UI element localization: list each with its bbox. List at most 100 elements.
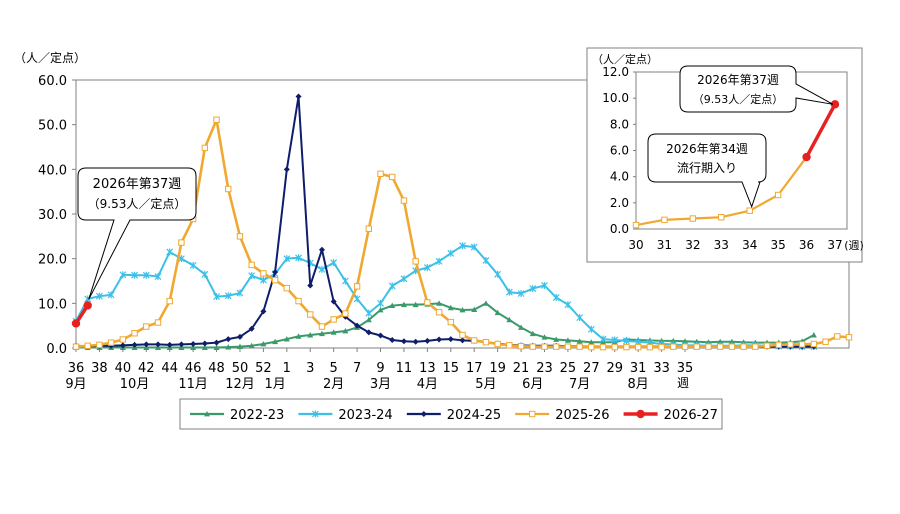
data-point xyxy=(107,291,115,299)
data-point xyxy=(71,319,81,328)
data-point xyxy=(424,299,431,306)
data-point xyxy=(178,341,185,348)
data-point xyxy=(330,259,338,267)
inset-callout-37-line1: 2026年第37週 xyxy=(697,73,779,87)
data-point xyxy=(541,334,548,340)
main-x-tick-label: 3 xyxy=(306,361,314,376)
data-point xyxy=(459,307,466,313)
data-point xyxy=(482,300,489,306)
data-point xyxy=(412,338,419,345)
main-month-label: 6月 xyxy=(522,377,543,392)
inset-x-axis-label: (週) xyxy=(844,239,864,252)
legend-label: 2025-26 xyxy=(555,408,609,423)
data-point xyxy=(529,330,536,337)
data-point xyxy=(482,338,490,346)
data-point xyxy=(611,343,618,351)
data-point xyxy=(283,336,290,342)
series-line xyxy=(76,302,815,349)
data-point xyxy=(588,339,595,345)
data-point xyxy=(517,290,525,298)
data-point xyxy=(260,340,267,347)
legend-marker xyxy=(529,410,536,418)
data-point xyxy=(400,301,407,308)
legend-marker xyxy=(420,411,427,417)
legend-marker xyxy=(636,409,645,419)
data-point xyxy=(248,342,255,349)
data-point xyxy=(272,269,279,276)
main-month-label: 12月 xyxy=(225,377,255,392)
data-point xyxy=(119,342,126,349)
inset-callout-37-box xyxy=(679,65,834,113)
data-point xyxy=(259,276,267,284)
data-point xyxy=(154,319,162,326)
inset-data-point xyxy=(689,215,697,222)
data-point xyxy=(342,310,349,317)
legend-label: 2026-27 xyxy=(664,408,718,423)
inset-chart: 0.0 2.0 4.0 6.0 8.0 10.0 12.0（人／定点） 30 31 32 33 34 3… xyxy=(586,47,864,263)
data-point xyxy=(623,337,630,345)
data-point xyxy=(482,256,490,264)
data-point xyxy=(330,298,337,305)
data-point xyxy=(330,329,337,335)
data-point xyxy=(341,277,349,285)
data-point xyxy=(459,242,466,250)
data-point xyxy=(248,325,255,332)
main-x-tick-label: 29 xyxy=(606,361,623,376)
data-point xyxy=(96,341,103,349)
data-point xyxy=(611,336,619,344)
series-2022-23 xyxy=(73,300,817,350)
main-x-tick-label: 23 xyxy=(536,361,553,376)
data-point xyxy=(423,264,431,272)
data-point xyxy=(377,299,384,307)
data-point xyxy=(353,295,361,303)
inset-x-tick-label: 31 xyxy=(657,238,672,252)
main-x-tick-label: 36 xyxy=(68,361,85,376)
data-point xyxy=(353,283,361,290)
legend-label: 2023-24 xyxy=(338,408,392,423)
data-point xyxy=(225,185,232,193)
data-point xyxy=(342,328,349,334)
data-point xyxy=(131,271,138,279)
data-point xyxy=(564,337,571,343)
data-point xyxy=(576,338,583,344)
inset-x-tick-label: 36 xyxy=(799,238,814,252)
data-point xyxy=(506,342,513,349)
data-point xyxy=(354,322,361,329)
data-point xyxy=(213,116,220,123)
data-point xyxy=(213,339,220,346)
data-point xyxy=(318,246,325,253)
data-point xyxy=(283,284,291,292)
data-point xyxy=(470,243,478,251)
inset-y-axis-label: （人／定点） xyxy=(592,52,658,66)
inset-callout-34-line1: 2026年第34週 xyxy=(666,142,748,156)
data-point xyxy=(142,271,150,279)
inset-callout-34-box xyxy=(647,133,767,209)
data-point xyxy=(763,342,771,349)
data-point xyxy=(365,316,372,323)
main-x-tick-label: 52 xyxy=(255,361,272,376)
data-point xyxy=(272,338,279,345)
main-callout-line2: （9.53人／定点） xyxy=(88,196,187,211)
data-point xyxy=(552,294,560,302)
inset-series-line xyxy=(635,103,836,227)
data-point xyxy=(576,314,584,322)
data-point xyxy=(72,343,80,350)
data-point xyxy=(166,341,173,348)
main-x-tick-label: 1 xyxy=(283,361,291,376)
data-point xyxy=(131,341,138,348)
data-point xyxy=(798,341,806,348)
data-point xyxy=(693,338,700,345)
data-point xyxy=(588,343,595,351)
data-point xyxy=(682,338,689,344)
data-point xyxy=(365,225,373,232)
data-point xyxy=(154,341,161,348)
data-point xyxy=(518,324,525,330)
data-point xyxy=(190,344,197,350)
data-point xyxy=(119,336,127,343)
data-point xyxy=(84,342,91,349)
main-month-label: 3月 xyxy=(370,377,391,392)
data-point xyxy=(623,343,630,351)
main-month-label: 7月 xyxy=(569,377,590,392)
data-point xyxy=(201,340,208,347)
data-point xyxy=(190,340,197,347)
